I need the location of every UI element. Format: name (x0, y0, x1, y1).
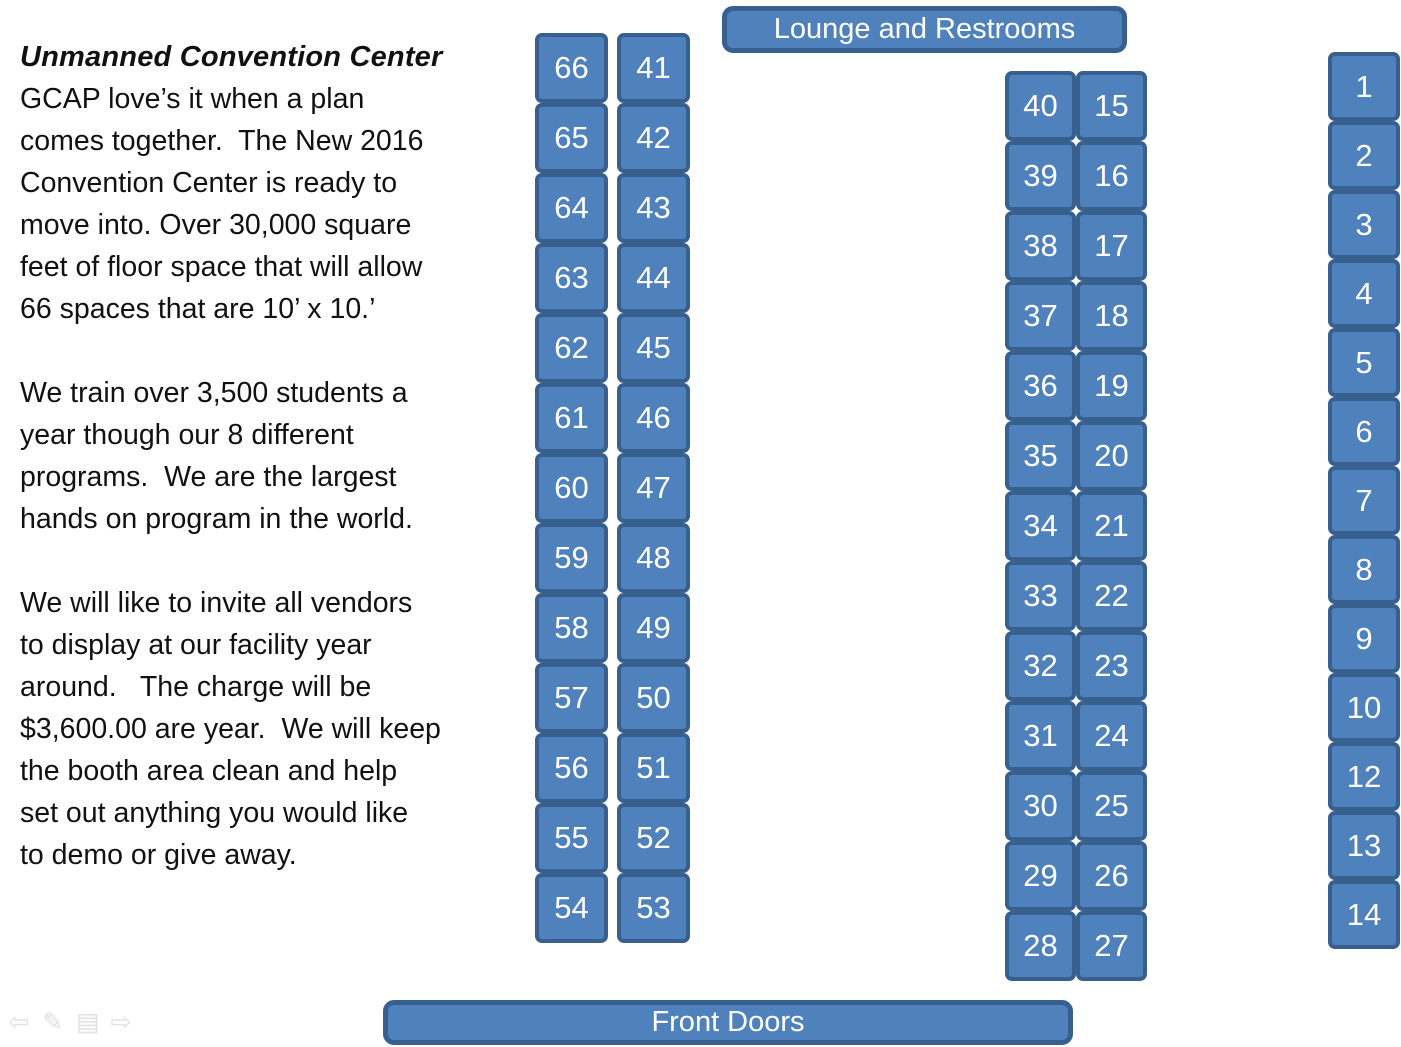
booth-cell: 24 (1076, 701, 1147, 771)
slideshow-nav-toolbar: ⇦ ✎ ▤ ⇨ (8, 1008, 132, 1036)
booth-cell: 17 (1076, 211, 1147, 281)
booth-cell: 65 (535, 103, 608, 173)
booth-cell: 34 (1005, 491, 1076, 561)
booth-cell: 10 (1328, 673, 1400, 742)
booth-cell: 64 (535, 173, 608, 243)
booth-cell: 22 (1076, 561, 1147, 631)
booth-column-middle-right: 15 16 17 18 19 20 21 22 23 24 25 26 27 (1076, 71, 1147, 981)
booth-cell: 51 (617, 733, 690, 803)
booth-cell: 50 (617, 663, 690, 733)
booth-cell: 5 (1328, 328, 1400, 397)
booth-column-left-outer: 66 65 64 63 62 61 60 59 58 57 56 55 54 (535, 33, 608, 943)
booth-cell: 27 (1076, 911, 1147, 981)
booth-cell: 63 (535, 243, 608, 313)
booth-cell: 43 (617, 173, 690, 243)
booth-cell: 6 (1328, 397, 1400, 466)
booth-cell: 12 (1328, 742, 1400, 811)
booth-cell: 31 (1005, 701, 1076, 771)
booth-cell: 44 (617, 243, 690, 313)
booth-cell: 55 (535, 803, 608, 873)
booth-cell: 2 (1328, 121, 1400, 190)
pen-tool-icon[interactable]: ✎ (42, 1008, 64, 1036)
booth-cell: 56 (535, 733, 608, 803)
booth-cell: 13 (1328, 811, 1400, 880)
booth-cell: 8 (1328, 535, 1400, 604)
description-paragraph-1: GCAP love’s it when a plan comes togethe… (20, 83, 424, 325)
booth-column-middle-left: 40 39 38 37 36 35 34 33 32 31 30 29 28 (1005, 71, 1076, 981)
booth-column-left-inner: 41 42 43 44 45 46 47 48 49 50 51 52 53 (617, 33, 690, 943)
booth-column-right-wall: 1 2 3 4 5 6 7 8 9 10 12 13 14 (1328, 52, 1400, 949)
booth-cell: 61 (535, 383, 608, 453)
booth-cell: 35 (1005, 421, 1076, 491)
slide-menu-icon[interactable]: ▤ (76, 1008, 100, 1036)
front-doors-text: Front Doors (651, 1006, 805, 1038)
front-doors-label: Front Doors (383, 1000, 1073, 1045)
booth-cell: 16 (1076, 141, 1147, 211)
booth-cell: 21 (1076, 491, 1147, 561)
booth-cell: 1 (1328, 52, 1400, 121)
booth-cell: 54 (535, 873, 608, 943)
booth-cell: 30 (1005, 771, 1076, 841)
booth-cell: 39 (1005, 141, 1076, 211)
booth-cell: 20 (1076, 421, 1147, 491)
lounge-restrooms-label: Lounge and Restrooms (722, 6, 1127, 53)
booth-cell: 48 (617, 523, 690, 593)
booth-cell: 42 (617, 103, 690, 173)
booth-cell: 49 (617, 593, 690, 663)
booth-cell: 46 (617, 383, 690, 453)
booth-cell: 28 (1005, 911, 1076, 981)
lounge-restrooms-text: Lounge and Restrooms (773, 13, 1076, 45)
booth-cell: 19 (1076, 351, 1147, 421)
booth-cell: 59 (535, 523, 608, 593)
slide-title: Unmanned Convention Center (20, 41, 443, 73)
previous-slide-icon[interactable]: ⇦ (8, 1008, 30, 1036)
booth-cell: 66 (535, 33, 608, 103)
booth-cell: 32 (1005, 631, 1076, 701)
booth-cell: 9 (1328, 604, 1400, 673)
booth-cell: 26 (1076, 841, 1147, 911)
booth-cell: 18 (1076, 281, 1147, 351)
description-paragraph-3: We will like to invite all vendors to di… (20, 587, 441, 871)
booth-cell: 57 (535, 663, 608, 733)
booth-cell: 62 (535, 313, 608, 383)
booth-cell: 25 (1076, 771, 1147, 841)
booth-cell: 33 (1005, 561, 1076, 631)
booth-cell: 41 (617, 33, 690, 103)
booth-cell: 29 (1005, 841, 1076, 911)
booth-cell: 52 (617, 803, 690, 873)
booth-cell: 47 (617, 453, 690, 523)
booth-cell: 58 (535, 593, 608, 663)
booth-cell: 40 (1005, 71, 1076, 141)
booth-cell: 15 (1076, 71, 1147, 141)
booth-cell: 45 (617, 313, 690, 383)
booth-cell: 53 (617, 873, 690, 943)
booth-cell: 60 (535, 453, 608, 523)
booth-cell: 7 (1328, 466, 1400, 535)
booth-cell: 37 (1005, 281, 1076, 351)
next-slide-icon[interactable]: ⇨ (110, 1008, 132, 1036)
booth-cell: 36 (1005, 351, 1076, 421)
booth-cell: 3 (1328, 190, 1400, 259)
booth-cell: 4 (1328, 259, 1400, 328)
description-paragraph-2: We train over 3,500 students a year thou… (20, 377, 413, 535)
booth-cell: 23 (1076, 631, 1147, 701)
description-block: Unmanned Convention Center GCAP love’s i… (20, 36, 568, 876)
booth-cell: 14 (1328, 880, 1400, 949)
booth-cell: 38 (1005, 211, 1076, 281)
